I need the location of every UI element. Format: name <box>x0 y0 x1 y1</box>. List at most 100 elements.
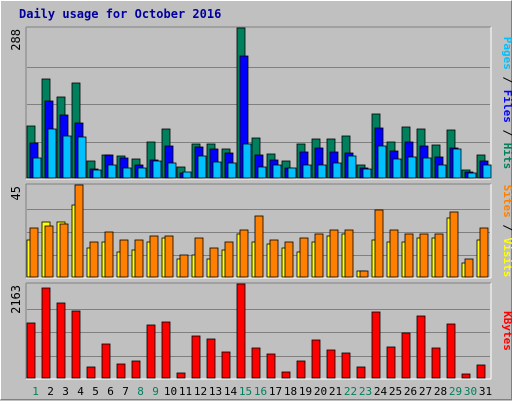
top-bar-pages <box>407 156 417 179</box>
x-tick-label: 9 <box>152 385 159 398</box>
bottom-ymax-label: 2163 <box>9 285 23 314</box>
top-bar-pages <box>452 148 462 179</box>
middle-bar-sites <box>164 235 174 278</box>
x-tick-label: 24 <box>374 385 388 398</box>
bottom-bar-kbytes <box>176 372 186 379</box>
bottom-bar-kbytes <box>371 311 381 379</box>
x-tick-label: 13 <box>209 385 222 398</box>
x-tick-label: 31 <box>479 385 492 398</box>
top-bar-pages <box>47 128 57 179</box>
middle-bar-sites <box>404 233 414 278</box>
middle-bar-sites <box>239 229 249 278</box>
bottom-bar-kbytes <box>281 371 291 379</box>
middle-legend-entry: Visits <box>501 238 512 278</box>
x-tick-label: 15 <box>239 385 252 398</box>
middle-bar-sites <box>134 239 144 278</box>
middle-bar-sites <box>329 229 339 278</box>
bottom-bar-kbytes <box>356 366 366 379</box>
middle-bar-sites <box>59 223 69 278</box>
middle-bar-sites <box>419 233 429 278</box>
bottom-bar-kbytes <box>236 283 246 379</box>
bottom-bar-kbytes <box>206 338 216 379</box>
middle-bar-sites <box>479 227 489 278</box>
top-bar-pages <box>332 162 342 179</box>
top-bar-pages <box>392 158 402 179</box>
bottom-bar-kbytes <box>416 315 426 379</box>
top-bar-pages <box>182 171 192 179</box>
top-bar-pages <box>422 157 432 179</box>
x-tick-label: 29 <box>449 385 462 398</box>
bottom-bar-kbytes <box>86 366 96 379</box>
top-legend-entry: Pages <box>501 37 512 70</box>
middle-bar-sites <box>119 239 129 278</box>
top-bar-pages <box>107 164 117 179</box>
middle-bar-sites <box>89 241 99 278</box>
top-bar-pages <box>77 136 87 179</box>
top-bar-pages <box>152 160 162 179</box>
top-bar-pages <box>347 155 357 179</box>
middle-bar-sites <box>194 237 204 278</box>
top-bar-pages <box>272 164 282 179</box>
top-bar-pages <box>197 155 207 179</box>
x-tick-label: 14 <box>224 385 238 398</box>
middle-legend: Sites / Visits <box>501 185 512 278</box>
middle-bar-sites <box>179 254 189 278</box>
bottom-bar-kbytes <box>26 322 36 379</box>
bottom-bar-kbytes <box>221 351 231 379</box>
bottom-bar-kbytes <box>251 347 261 379</box>
middle-bar-sites <box>209 247 219 278</box>
top-legend-entry: / <box>501 70 512 90</box>
x-tick-label: 3 <box>62 385 69 398</box>
bottom-bar-kbytes <box>71 310 81 379</box>
x-tick-label: 20 <box>314 385 327 398</box>
x-tick-label: 25 <box>389 385 402 398</box>
middle-ymax-label: 45 <box>9 186 23 200</box>
bottom-bar-kbytes <box>431 347 441 379</box>
x-tick-label: 7 <box>122 385 129 398</box>
x-tick-label: 1 <box>32 385 39 398</box>
top-bar-pages <box>482 164 492 179</box>
top-bar-pages <box>242 143 252 179</box>
middle-legend-entry: Sites <box>501 185 512 218</box>
middle-bar-sites <box>269 239 279 278</box>
middle-bar-sites <box>314 233 324 278</box>
bottom-legend: KBytes <box>501 311 512 351</box>
x-tick-label: 27 <box>419 385 432 398</box>
top-bar-pages <box>362 168 372 179</box>
top-bar-pages <box>62 135 72 179</box>
x-tick-label: 26 <box>404 385 417 398</box>
x-tick-label: 6 <box>107 385 114 398</box>
bottom-bar-kbytes <box>311 339 321 379</box>
middle-bar-sites <box>74 184 84 278</box>
x-tick-label: 19 <box>299 385 312 398</box>
middle-bar-sites <box>359 270 369 278</box>
bottom-bar-kbytes <box>446 323 456 379</box>
middle-bar-sites <box>434 233 444 278</box>
x-tick-label: 10 <box>164 385 177 398</box>
middle-bar-sites <box>254 215 264 278</box>
bottom-bar-kbytes <box>326 349 336 379</box>
x-tick-label: 22 <box>344 385 357 398</box>
middle-bar-sites <box>299 237 309 278</box>
top-bar-pages <box>437 164 447 179</box>
x-tick-label: 2 <box>47 385 54 398</box>
middle-bar-sites <box>104 231 114 278</box>
top-legend-entry: Hits <box>501 143 512 170</box>
top-bar-pages <box>377 145 387 179</box>
x-tick-label: 11 <box>179 385 192 398</box>
chart-title: Daily usage for October 2016 <box>19 7 222 21</box>
bottom-bar-kbytes <box>41 287 51 379</box>
bottom-bar-kbytes <box>266 353 276 379</box>
bottom-bar-kbytes <box>191 335 201 379</box>
middle-bar-sites <box>389 229 399 278</box>
middle-bar-sites <box>344 229 354 278</box>
x-tick-label: 17 <box>269 385 282 398</box>
middle-bar-sites <box>464 258 474 278</box>
top-bar-pages <box>122 167 132 179</box>
bottom-bar-kbytes <box>296 360 306 379</box>
middle-bar-sites <box>149 235 159 278</box>
bottom-legend-entry: KBytes <box>501 311 512 351</box>
top-legend: Pages / Files / Hits <box>501 37 512 170</box>
top-legend-entry: Files <box>501 90 512 123</box>
